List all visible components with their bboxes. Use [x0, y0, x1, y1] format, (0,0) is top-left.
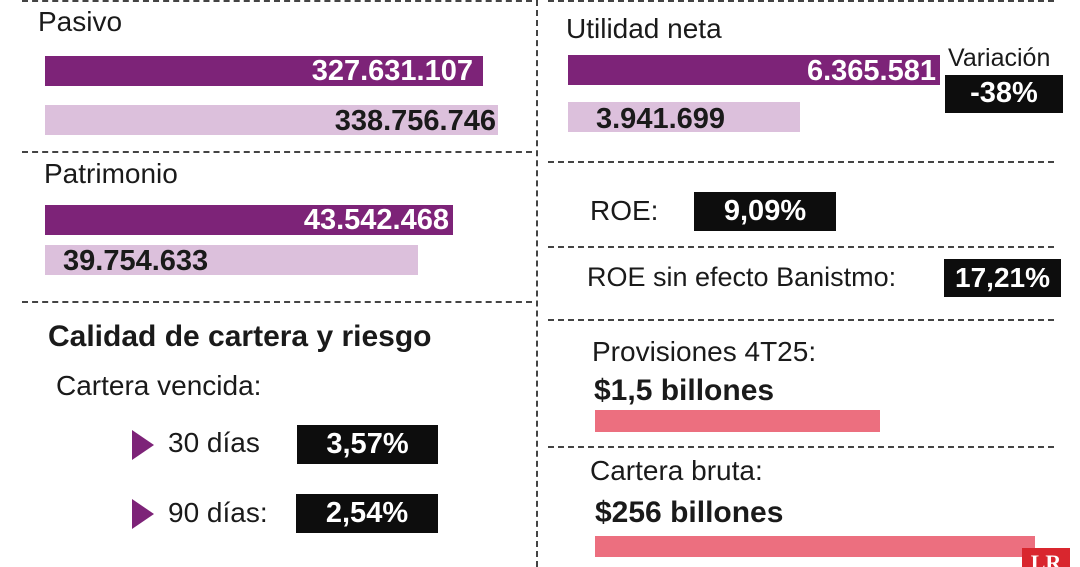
vertical-divider: [536, 0, 538, 567]
roe-label: ROE:: [590, 195, 659, 226]
patrimonio-value-2: 39.754.633: [63, 245, 209, 277]
provisiones-label: Provisiones 4T25:: [592, 336, 817, 367]
patrimonio-value-1: 43.542.468: [303, 204, 449, 236]
bullet-triangle-icon: [132, 430, 154, 460]
pasivo-value-2: 338.756.746: [334, 105, 496, 137]
provisiones-value: $1,5 billones: [594, 374, 775, 407]
variation-label: Variación: [948, 44, 1051, 72]
divider-top-left: [22, 0, 532, 2]
pasivo-label: Pasivo: [38, 6, 123, 37]
pasivo-bar-2: 338.756.746: [45, 105, 498, 137]
lr-logo: LR: [1022, 548, 1070, 567]
utilidad-value-1: 6.365.581: [806, 55, 936, 87]
roe-value: 9,09%: [694, 192, 836, 231]
bullet-triangle-icon: [132, 499, 154, 529]
variation-value: -38%: [945, 75, 1063, 113]
utilidad-label: Utilidad neta: [566, 13, 722, 44]
calidad-subtitle: Cartera vencida:: [56, 370, 262, 401]
patrimonio-bar-2: 39.754.633: [45, 245, 418, 277]
cartera-bruta-bar: [595, 536, 1035, 557]
divider-provisiones-cartera: [548, 446, 1054, 448]
utilidad-value-2: 3.941.699: [596, 103, 726, 135]
patrimonio-label: Patrimonio: [44, 158, 178, 189]
divider-roesin-provisiones: [548, 319, 1054, 321]
calidad-item-label: 90 días:: [168, 497, 268, 528]
calidad-item-label: 30 días: [168, 427, 260, 458]
cartera-bruta-value: $256 billones: [595, 496, 784, 529]
patrimonio-bar-1: 43.542.468: [45, 205, 453, 235]
divider-patrimonio-calidad: [22, 301, 532, 303]
divider-roe-roesin: [548, 246, 1054, 248]
calidad-item-value: 3,57%: [297, 425, 438, 464]
divider-utilidad-roe: [548, 161, 1054, 163]
pasivo-bar-1: 327.631.107: [45, 56, 483, 86]
utilidad-bar-2: 3.941.699: [568, 102, 800, 135]
divider-top-right: [548, 0, 1054, 2]
divider-pasivo-patrimonio: [22, 151, 532, 153]
provisiones-bar: [595, 410, 880, 432]
roe-sin-label: ROE sin efecto Banistmo:: [587, 262, 897, 292]
roe-sin-value: 17,21%: [944, 259, 1061, 297]
utilidad-bar-1: 6.365.581: [568, 55, 940, 87]
cartera-bruta-label: Cartera bruta:: [590, 455, 763, 486]
calidad-item-value: 2,54%: [296, 494, 438, 533]
pasivo-value-1: 327.631.107: [311, 55, 473, 87]
calidad-title: Calidad de cartera y riesgo: [48, 320, 432, 353]
